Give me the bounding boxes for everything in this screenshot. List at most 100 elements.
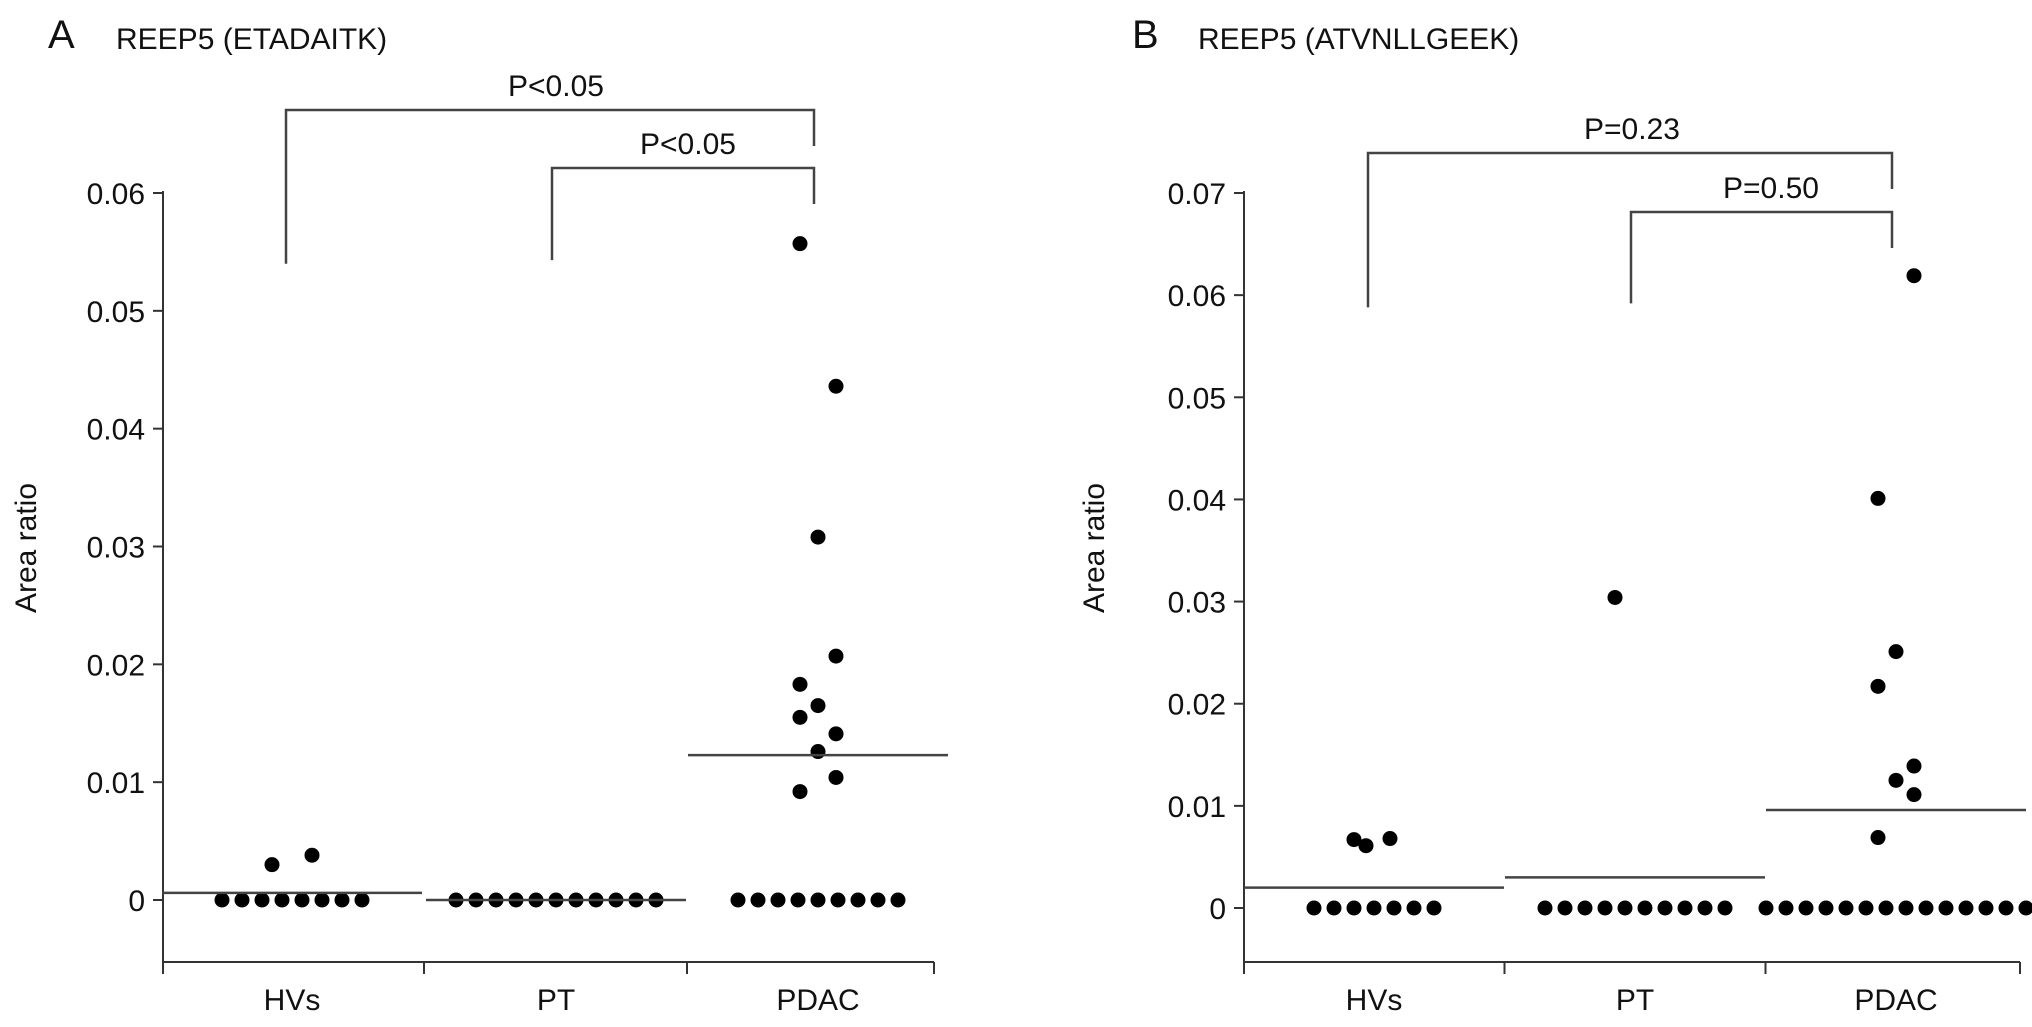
data-point (1387, 901, 1402, 916)
data-point (1799, 901, 1814, 916)
data-point (1608, 590, 1623, 605)
y-axis-label: Area ratio (10, 483, 43, 613)
data-point (1383, 831, 1398, 846)
data-point (1779, 901, 1794, 916)
y-tick-label: 0.05 (87, 296, 145, 329)
data-point (2019, 901, 2032, 916)
panel-a: A REEP5 (ETADAITK) Area ratio 0 0.01 0.02 0… (10, 13, 948, 1017)
data-point (1347, 901, 1362, 916)
y-tick-label: 0.03 (1168, 587, 1226, 620)
data-point (1638, 901, 1653, 916)
data-point (811, 698, 826, 713)
data-point (793, 677, 808, 692)
data-point (1307, 901, 1322, 916)
y-tick-label: 0 (128, 885, 145, 918)
data-point (811, 530, 826, 545)
data-point (355, 893, 370, 908)
data-point (851, 893, 866, 908)
data-point (1879, 901, 1894, 916)
x-tick-label: PDAC (1854, 984, 1937, 1017)
y-tick-label: 0.03 (87, 532, 145, 565)
y-tick-label: 0.01 (1168, 791, 1226, 824)
data-point (811, 893, 826, 908)
data-point (1907, 759, 1922, 774)
data-point (1939, 901, 1954, 916)
data-point (305, 848, 320, 863)
data-point (1327, 901, 1342, 916)
data-point (1658, 901, 1673, 916)
y-tick-label: 0.02 (1168, 689, 1226, 722)
y-tick-label: 0.06 (1168, 280, 1226, 313)
data-point (1618, 901, 1633, 916)
data-point (1819, 901, 1834, 916)
data-point (275, 893, 290, 908)
data-marks (1244, 268, 2032, 915)
y-tick-label: 0.05 (1168, 382, 1226, 415)
data-point (235, 893, 250, 908)
comparison-brackets: P<0.05P<0.05 (286, 70, 814, 264)
y-tick-label: 0.04 (87, 414, 145, 447)
data-point (335, 893, 350, 908)
data-point (1538, 901, 1553, 916)
data-point (1367, 901, 1382, 916)
panel-letter: A (48, 13, 75, 57)
y-tick-label: 0.01 (87, 767, 145, 800)
data-point (1889, 773, 1904, 788)
data-marks (162, 236, 948, 907)
data-point (1899, 901, 1914, 916)
data-point (811, 744, 826, 759)
data-point (829, 770, 844, 785)
data-point (1919, 901, 1934, 916)
data-point (1889, 644, 1904, 659)
p-value-label: P=0.23 (1584, 113, 1680, 146)
data-point (1359, 838, 1374, 853)
panel-title: REEP5 (ETADAITK) (116, 23, 387, 56)
data-point (1407, 901, 1422, 916)
data-point (829, 726, 844, 741)
data-point (829, 649, 844, 664)
data-point (1759, 901, 1774, 916)
data-point (1959, 901, 1974, 916)
p-value-label: P=0.50 (1723, 172, 1819, 205)
data-point (1907, 787, 1922, 802)
data-point (1907, 268, 1922, 283)
data-point (1698, 901, 1713, 916)
y-axis-label: Area ratio (1078, 483, 1111, 613)
y-tick-label: 0.07 (1168, 178, 1226, 211)
data-point (1871, 679, 1886, 694)
data-point (1979, 901, 1994, 916)
data-point (1718, 901, 1733, 916)
data-point (1859, 901, 1874, 916)
x-tick-label: PT (537, 984, 575, 1017)
y-tick-label: 0.06 (87, 178, 145, 211)
data-point (871, 893, 886, 908)
x-tick-label: HVs (264, 984, 321, 1017)
data-point (295, 893, 310, 908)
panel-b: B REEP5 (ATVNLLGEEK) Area ratio 00.010.0… (1078, 13, 2032, 1017)
data-point (829, 379, 844, 394)
y-tick-label: 0.02 (87, 649, 145, 682)
data-point (771, 893, 786, 908)
data-point (793, 236, 808, 251)
data-point (731, 893, 746, 908)
data-point (215, 893, 230, 908)
data-point (1598, 901, 1613, 916)
data-point (831, 893, 846, 908)
data-point (793, 784, 808, 799)
data-point (1999, 901, 2014, 916)
data-point (1839, 901, 1854, 916)
data-point (891, 893, 906, 908)
data-point (791, 893, 806, 908)
data-point (751, 893, 766, 908)
data-point (1558, 901, 1573, 916)
x-tick-label: PT (1616, 984, 1654, 1017)
data-point (1871, 491, 1886, 506)
data-point (793, 710, 808, 725)
data-point (265, 857, 280, 872)
data-point (315, 893, 330, 908)
comparison-brackets: P=0.23 P=0.50 (1368, 113, 1892, 307)
data-point (1678, 901, 1693, 916)
